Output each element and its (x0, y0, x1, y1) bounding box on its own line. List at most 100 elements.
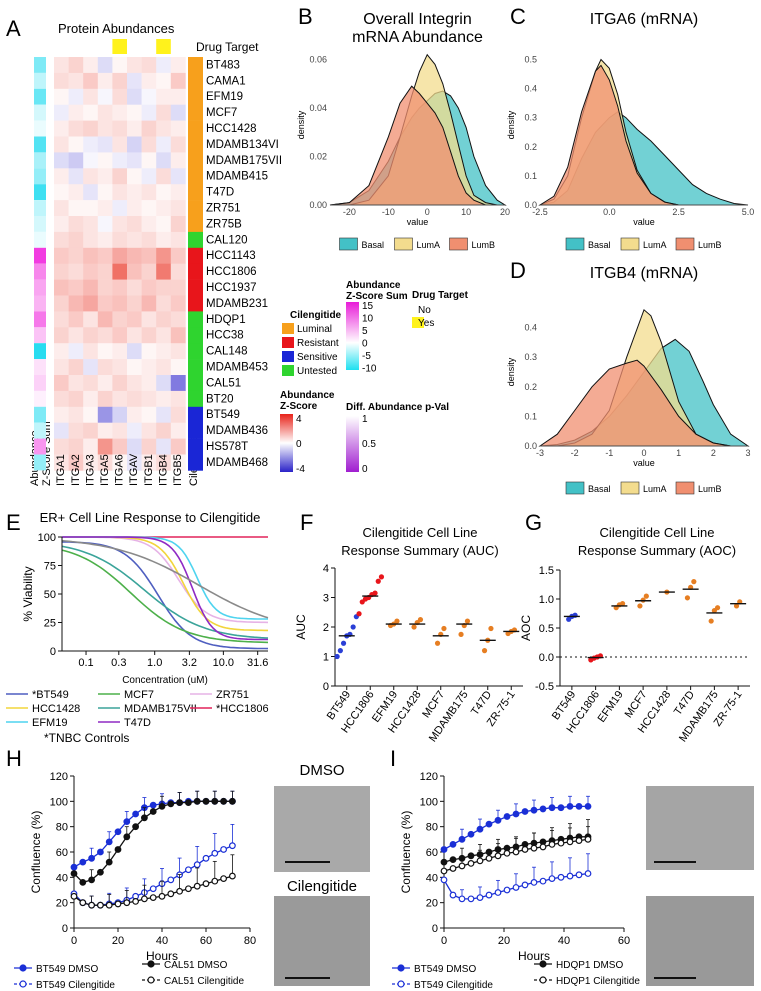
legend-marker (539, 960, 547, 968)
cilengitide-class-cell (188, 263, 203, 280)
abundance-cell (68, 390, 84, 408)
series-marker (202, 797, 210, 805)
abundance-cell (127, 295, 142, 312)
legend-marker (147, 960, 155, 968)
x-tick-label: 0.1 (78, 657, 93, 669)
abundance-cell (68, 136, 84, 153)
abundance-cell (83, 375, 99, 392)
dose-curve-mdamb175vii (61, 545, 269, 639)
confluence-plot-I: 0 20 40 60 80 100 120 0 20 40 60 Hours Confluence (%… (392, 771, 640, 991)
legend-swatch (565, 481, 585, 495)
x-tick-label: -10 (382, 207, 395, 217)
series-marker (158, 892, 166, 900)
row-label: EFM19 (206, 91, 243, 103)
abundance-cell (68, 184, 84, 201)
abundance-cell (83, 390, 99, 408)
abundance-cell (141, 152, 157, 169)
x-tick-label: 0.0 (603, 207, 616, 217)
legend-zsum-title-2: Z-Score Sum (346, 291, 408, 302)
zscore-sum-cell (34, 247, 46, 264)
row-label: HDQP1 (206, 314, 246, 326)
legend-swatch (412, 317, 424, 328)
legend-item-label: No (418, 305, 431, 316)
legend-swatch (675, 237, 695, 251)
cilengitide-class-cell (188, 454, 203, 471)
abundance-cell (112, 120, 128, 137)
series-marker (132, 823, 140, 831)
abundance-cell (83, 359, 99, 376)
panel-label-d: D (510, 258, 526, 283)
abundance-cell (141, 359, 157, 376)
legend-swatch (675, 481, 695, 495)
abundance-cell (112, 231, 128, 249)
series-marker (485, 848, 493, 856)
dose-response-plot: ER+ Cell Line Response to Cilengitide 0 25… (6, 510, 269, 745)
abundance-cell (83, 311, 99, 328)
legend-tick: -5 (362, 351, 371, 362)
y-tick-label: 1.5 (539, 565, 554, 577)
abundance-cell (112, 359, 128, 376)
legend-tick: 0 (362, 464, 368, 475)
series-marker (575, 803, 583, 810)
series-marker (228, 842, 236, 850)
abundance-cell (54, 438, 69, 455)
abundance-cell (141, 343, 157, 360)
abundance-cell (156, 120, 172, 137)
abundance-cell (83, 57, 99, 74)
abundance-cell (127, 422, 142, 439)
legend-swatch (282, 351, 294, 362)
legend-label: HDQP1 DMSO (556, 960, 623, 971)
abundance-cell (97, 120, 113, 137)
legend-tick: 0 (296, 439, 302, 450)
legend-abundance-z: Abundance Z-Score (280, 390, 335, 412)
abundance-cell (156, 390, 172, 408)
x-tick-label: 20 (498, 935, 510, 947)
series-marker (220, 846, 228, 853)
series-marker (584, 803, 592, 810)
col-label: ITGA5 (99, 454, 111, 486)
series-marker (228, 797, 236, 805)
series-marker (79, 879, 87, 886)
y-tick-label: 0.02 (309, 152, 327, 162)
abundance-cell (97, 343, 113, 360)
chart-title-line-2: Response Summary (AOC) (578, 543, 736, 558)
y-tick-label: 0 (50, 646, 56, 658)
series-marker (449, 891, 457, 899)
abundance-cell (112, 88, 128, 105)
cilengitide-class-cell (188, 438, 203, 455)
abundance-cell (112, 454, 128, 471)
data-point (375, 578, 381, 584)
legend-z-title-1: Abundance (280, 390, 335, 401)
col-label: ITGB5 (172, 454, 184, 486)
y-tick-label: 0.4 (524, 323, 537, 333)
abundance-cell (54, 152, 69, 169)
y-tick-label: 1 (323, 652, 329, 664)
abundance-cell (97, 375, 113, 392)
abundance-cell (97, 72, 113, 90)
zscore-sum-cell (34, 88, 46, 105)
abundance-cell (170, 168, 186, 185)
abundance-cell (83, 72, 99, 90)
y-tick-label: 3 (323, 593, 329, 605)
chart-title-line-1: Cilengitide Cell Line (600, 525, 715, 540)
abundance-cell (112, 152, 128, 169)
series-marker (521, 881, 529, 889)
legend-label: BT549 Cilengitide (414, 980, 493, 991)
data-point (464, 618, 471, 624)
y-tick-label: 0.3 (524, 352, 537, 362)
abundance-cell (170, 359, 186, 376)
y-axis-label: Confluence (%) (29, 811, 43, 894)
y-tick-label: 0.3 (524, 113, 537, 123)
abundance-cell (170, 343, 186, 360)
abundance-cell (54, 406, 69, 423)
y-tick-label: 0.04 (309, 103, 327, 113)
abundance-cell (83, 88, 99, 105)
abundance-cell (83, 279, 99, 296)
abundance-cell (83, 406, 99, 423)
abundance-cell (97, 311, 113, 328)
series-marker (440, 867, 448, 875)
abundance-cell (127, 327, 142, 344)
series-marker (105, 901, 113, 909)
data-point (411, 624, 417, 630)
charts-layer: -20 -10 0 10 200.000.020.040.06valuedensityO… (6, 11, 754, 991)
